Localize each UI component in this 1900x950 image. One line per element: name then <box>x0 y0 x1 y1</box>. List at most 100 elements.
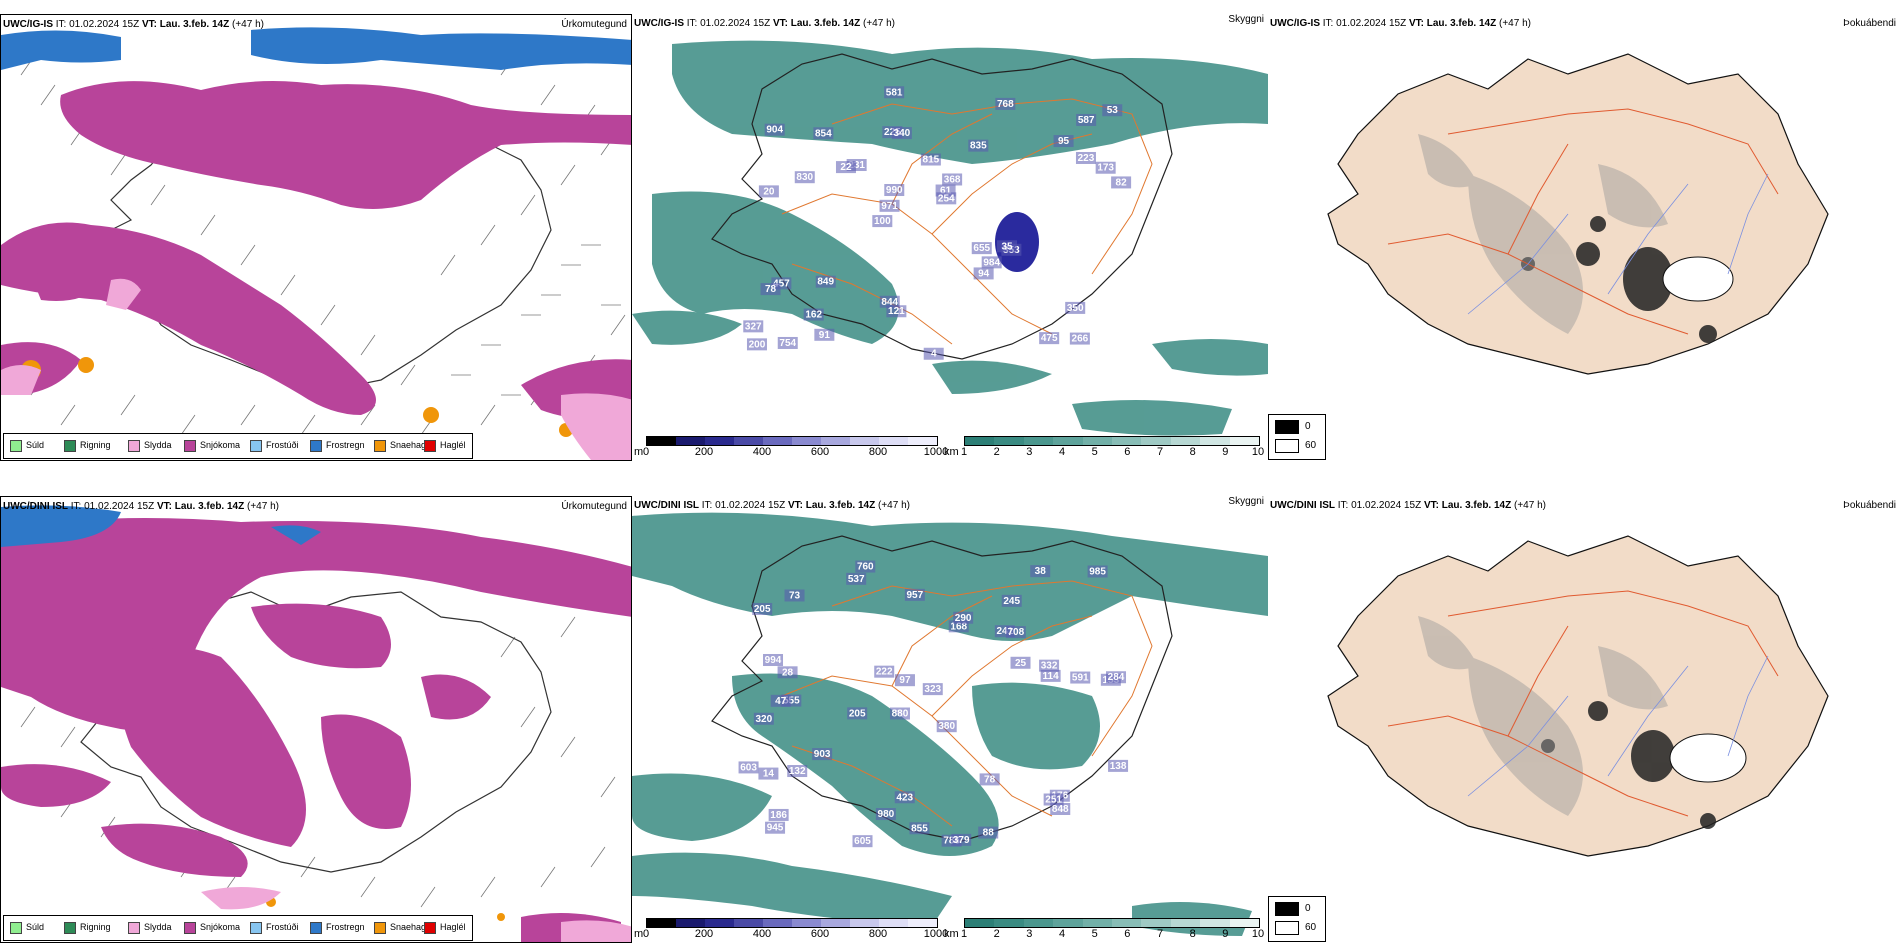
colorbar-segment <box>965 437 995 445</box>
colorbar-segment <box>1229 919 1260 927</box>
wind-barbs <box>20 54 626 436</box>
cloud-base-value: 78 <box>984 774 996 785</box>
cloud-base-marker <box>879 295 900 308</box>
road-network <box>781 98 1153 345</box>
colorbar-segment <box>1141 437 1171 445</box>
fog-panel-top: UWC/IG-IS IT: 01.02.2024 15Z VT: Lau. 3.… <box>1268 14 1900 414</box>
cloud-base-colorbar <box>646 918 938 928</box>
cloud-base-value: 605 <box>854 836 871 847</box>
scale-tick-label: 8 <box>1189 928 1196 940</box>
cloud-base-value: 222 <box>876 667 893 678</box>
cloud-base-marker <box>909 822 930 835</box>
cloud-base-value: 162 <box>805 310 822 321</box>
cloud-base-value: 945 <box>767 823 784 834</box>
colorbar-segment <box>647 437 676 445</box>
cloud-base-value: 38 <box>1035 566 1047 577</box>
cloud-base-marker <box>1053 135 1074 148</box>
cloud-base-marker <box>1039 659 1060 672</box>
cloud-base-marker <box>979 773 1000 786</box>
cloud-base-marker <box>923 347 944 360</box>
cloud-base-value: 380 <box>938 721 955 732</box>
cloud-base-marker <box>922 683 943 696</box>
legend-item: Slydda <box>128 921 172 934</box>
cloud-base-value: 555 <box>783 696 800 707</box>
legend-item: Snaehagl <box>374 439 428 452</box>
cloud-base-marker <box>894 674 915 687</box>
scale-tick-label: 9 <box>1222 446 1229 458</box>
cloud-base-value: 332 <box>1041 661 1058 672</box>
legend-item: Snaehagl <box>374 921 428 934</box>
cloud-base-marker <box>794 171 815 184</box>
panel-header: UWC/IG-IS IT: 01.02.2024 15Z VT: Lau. 3.… <box>1270 18 1531 29</box>
panel-title: Skyggni <box>1228 496 1264 507</box>
cloud-base-value: 266 <box>1072 334 1089 345</box>
cloud-base-value: 903 <box>814 749 831 760</box>
scale-tick-label: 4 <box>1058 928 1066 940</box>
cloud-base-value: 28 <box>782 667 794 678</box>
scale-unit: km <box>944 446 959 458</box>
colorbar-segment <box>734 919 763 927</box>
cloud-base-value: 854 <box>815 128 832 139</box>
cloud-base-marker <box>936 192 957 205</box>
colorbar-segment <box>965 919 995 927</box>
cloud-base-value: 591 <box>1072 673 1089 684</box>
fog-map-top <box>1327 53 1829 375</box>
cloud-base-value: 971 <box>881 201 898 212</box>
cloud-base-marker <box>978 826 999 839</box>
scale-unit: m <box>634 446 644 458</box>
cloud-base-value: 320 <box>755 714 772 725</box>
cloud-base-marker <box>1043 793 1064 806</box>
cloud-base-value: 284 <box>1108 672 1125 683</box>
panel-header: UWC/IG-IS IT: 01.02.2024 15Z VT: Lau. 3.… <box>3 19 264 30</box>
visibility-panel-bottom: 7602451538803805552052413201683239455372… <box>632 496 1268 943</box>
cloud-base-marker <box>1095 161 1116 174</box>
cloud-base-value: 4 <box>931 349 937 360</box>
cloud-base-value: 290 <box>955 613 972 624</box>
cloud-base-value: 457 <box>773 278 790 289</box>
colorbar-segment <box>705 437 734 445</box>
scale-tick-label: 1 <box>960 446 968 458</box>
colorbar-segment <box>676 437 705 445</box>
colorbar-segment <box>792 437 821 445</box>
cloud-base-marker <box>803 308 824 321</box>
colorbar-segment <box>994 437 1024 445</box>
cloud-base-value: 35 <box>1001 241 1013 252</box>
cloud-base-marker <box>846 572 867 585</box>
cloud-base-value: 815 <box>923 155 940 166</box>
cloud-base-value: 94 <box>978 268 990 279</box>
cloud-base-marker <box>815 275 836 288</box>
cloud-base-marker <box>1069 332 1090 345</box>
cloud-base-marker <box>981 256 1002 269</box>
panel-title: Skyggni <box>1228 14 1264 25</box>
cloud-base-marker <box>813 127 834 140</box>
freezing-rain-areas <box>1 27 631 71</box>
panel-title: Þokuábendi <box>1843 18 1896 29</box>
cloud-base-marker <box>1106 671 1127 684</box>
cloud-base-value: 980 <box>878 809 895 820</box>
cloud-base-value: 768 <box>997 99 1014 110</box>
cloud-base-value: 241 <box>996 626 1013 637</box>
cloud-base-marker <box>1075 151 1096 164</box>
cloud-base-marker <box>760 283 781 296</box>
cloud-base-colorbar <box>646 436 938 446</box>
cloud-base-value: 340 <box>894 128 911 139</box>
cloud-base-value: 97 <box>899 675 911 686</box>
cloud-base-marker <box>997 240 1018 253</box>
cloud-base-value: 22 <box>840 162 852 173</box>
legend-item: Rigning <box>64 921 111 934</box>
scale-tick-label: 2 <box>993 928 1000 940</box>
colorbar-segment <box>879 437 908 445</box>
scale-tick-label: 7 <box>1156 928 1164 940</box>
cloud-base-value: 537 <box>848 574 865 585</box>
colorbar-segment <box>1023 437 1054 445</box>
cloud-base-value: 323 <box>924 684 941 695</box>
scale-tick-label: 6 <box>1124 928 1131 940</box>
legend-item: Frostregn <box>310 439 365 452</box>
colorbar-segment <box>1170 919 1201 927</box>
cloud-base-value: 587 <box>1078 115 1095 126</box>
cloud-base-marker <box>758 185 779 198</box>
precip-legend: Súld Rigning Slydda Snjókoma Frostúði Fr… <box>3 915 473 941</box>
legend-item: Frostregn <box>310 921 365 934</box>
legend-item: Snjókoma <box>184 439 240 452</box>
scale-tick-label: 200 <box>694 446 714 458</box>
